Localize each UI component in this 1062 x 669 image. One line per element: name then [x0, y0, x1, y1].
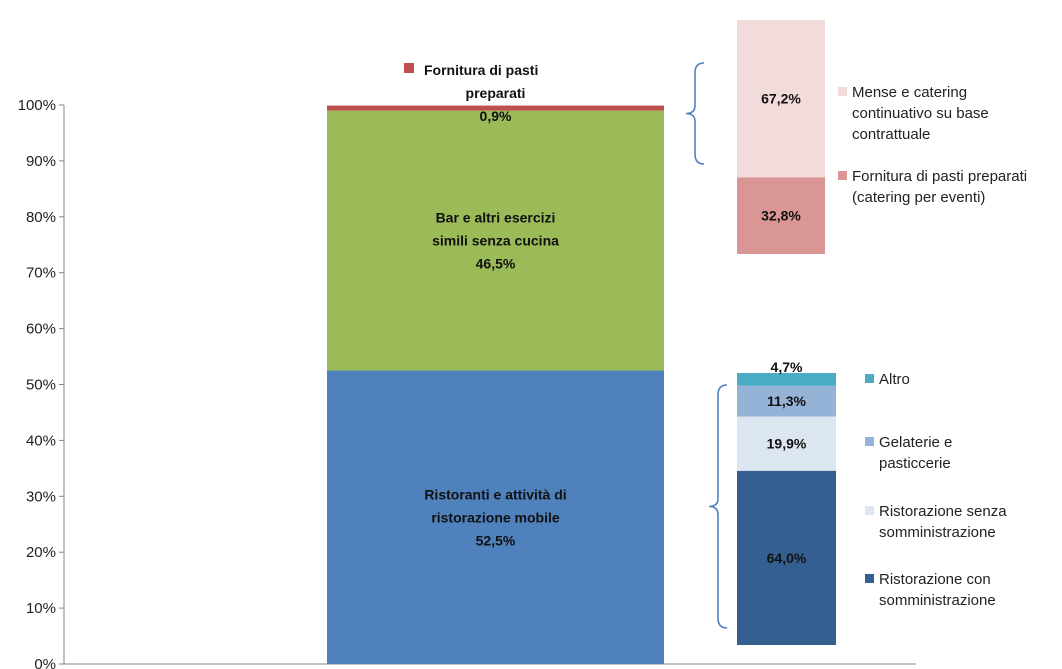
data-label-bar-line: simili senza cucina — [432, 233, 559, 249]
legend-swatch-fornitura-di-pasti-preparati-catering-per-eventi — [838, 171, 847, 180]
data-label-ristoranti-line: ristorazione mobile — [431, 509, 560, 525]
legend-label-fornitura-di-pasti-preparati-catering-per-eventi: (catering per eventi) — [852, 189, 985, 206]
legend-swatch-ristorazione-con-somministrazione — [865, 574, 874, 583]
bar-segment-fornitura-di-pasti-preparati — [327, 105, 664, 111]
bar-segment-ristorazione-con-somministrazione — [737, 470, 836, 645]
legend-label-mense-e-catering-continuativo-su-base-contrattuale: Mense e catering — [852, 84, 967, 101]
legend-swatch-altro — [865, 374, 874, 383]
legend-swatch-mense-e-catering-continuativo-su-base-contrattuale — [838, 87, 847, 96]
y-tick-label: 40% — [26, 432, 56, 449]
bar-segment-bar-e-altri-esercizi-simili-senza-cucina — [327, 110, 664, 371]
breakdown-bar-fornitura: 32,8% 67,2% — [737, 20, 825, 254]
y-tick-label: 90% — [26, 153, 56, 170]
bar-segment-ristorazione-senza-somministrazione — [737, 416, 836, 471]
y-tick-label: 10% — [26, 600, 56, 617]
y-axis: 0% 10% 20% 30% 40% 50% 60% 70% 80% 90% 100% — [18, 97, 916, 669]
data-label-fornitura-line: preparati — [466, 85, 526, 101]
legend-label-fornitura-di-pasti-preparati-catering-per-eventi: Fornitura di pasti preparati — [852, 168, 1027, 185]
data-label-bar-line: 46,5% — [476, 256, 516, 272]
legend-label-gelaterie-e-pasticcerie: pasticcerie — [879, 455, 951, 472]
data-label-altro: 4,7% — [771, 359, 803, 375]
main-stacked-bar: Ristoranti e attività di ristorazione mob… — [327, 62, 664, 664]
bar-segment-altro — [737, 373, 836, 386]
data-label-bar-line: Bar e altri esercizi — [436, 210, 556, 226]
legend-label-ristorazione-con-somministrazione: somministrazione — [879, 592, 996, 609]
data-label-fornitura-line: 0,9% — [480, 108, 512, 124]
bar-segment-fornitura-di-pasti-preparati-catering-per-eventi — [737, 177, 825, 254]
bar-segment-mense-e-catering-continuativo-su-base-contrattuale — [737, 20, 825, 178]
fornitura-marker — [404, 63, 414, 73]
legend-label-altro: Altro — [879, 371, 910, 388]
legend-fornitura: Mense e catering continuativo su base cont… — [838, 84, 1027, 206]
bracket-fornitura — [685, 62, 705, 165]
bracket-ristoranti — [708, 384, 728, 629]
legend-label-ristorazione-senza-somministrazione: Ristorazione senza — [879, 503, 1007, 520]
bar-segment-gelaterie-e-pasticcerie — [737, 385, 836, 417]
y-tick-label: 50% — [26, 377, 56, 394]
brace-ristoranti — [708, 384, 728, 629]
legend-label-mense-e-catering-continuativo-su-base-contrattuale: continuativo su base — [852, 105, 989, 122]
legend-swatch-ristorazione-senza-somministrazione — [865, 506, 874, 515]
data-label-ristorazione-senza-somministrazione: 19,9% — [767, 436, 807, 452]
data-label-ristoranti-line: 52,5% — [476, 532, 516, 548]
legend-label-ristorazione-senza-somministrazione: somministrazione — [879, 524, 996, 541]
legend-label-ristorazione-con-somministrazione: Ristorazione con — [879, 571, 991, 588]
breakdown-bar-ristoranti: 64,0% 19,9% 11,3% 4,7% — [737, 359, 836, 645]
data-label-mense-e-catering-continuativo-su-base-contrattuale: 67,2% — [761, 91, 801, 107]
y-tick-label: 60% — [26, 321, 56, 338]
y-tick-label: 0% — [34, 656, 56, 669]
y-tick-label: 70% — [26, 265, 56, 282]
legend-ristoranti: Altro Gelaterie e pasticcerie Ristorazione … — [865, 371, 1007, 609]
data-label-fornitura-di-pasti-preparati-catering-per-eventi: 32,8% — [761, 208, 801, 224]
y-tick-label: 100% — [18, 97, 56, 114]
y-tick-label: 30% — [26, 488, 56, 505]
data-label-ristoranti-line: Ristoranti e attività di — [424, 486, 566, 502]
legend-label-mense-e-catering-continuativo-su-base-contrattuale: contrattuale — [852, 126, 930, 143]
y-tick-label: 20% — [26, 544, 56, 561]
data-label-fornitura-line: Fornitura di pasti — [424, 62, 538, 78]
legend-label-gelaterie-e-pasticcerie: Gelaterie e — [879, 434, 952, 451]
y-tick-label: 80% — [26, 209, 56, 226]
data-label-gelaterie-e-pasticcerie: 11,3% — [767, 393, 806, 409]
brace-fornitura — [685, 62, 705, 165]
data-label-ristorazione-con-somministrazione: 64,0% — [767, 550, 807, 566]
legend-swatch-gelaterie-e-pasticcerie — [865, 437, 874, 446]
bar-segment-ristoranti-e-attivita-di-ristorazione-mobile — [327, 370, 664, 664]
